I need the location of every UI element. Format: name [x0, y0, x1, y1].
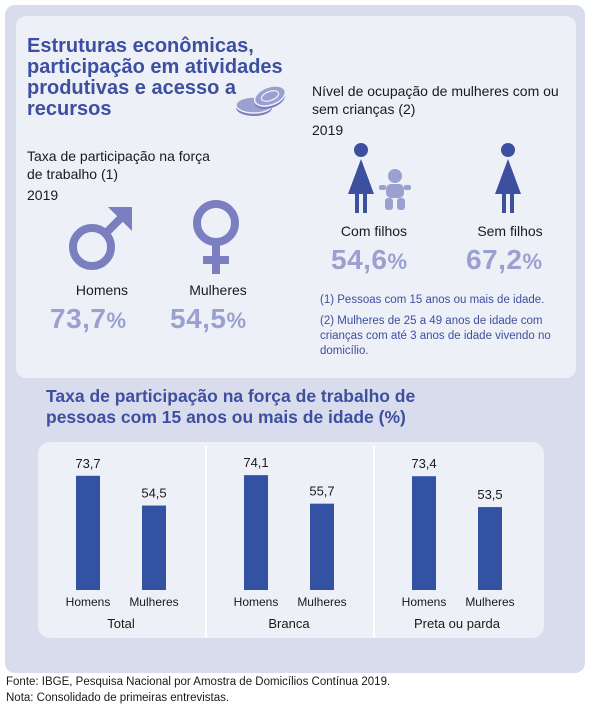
female-symbol-icon [193, 200, 239, 274]
labor-year: 2019 [27, 187, 59, 203]
category-label: Mulheres [465, 595, 514, 609]
group-label: Total [107, 616, 135, 631]
bar [142, 505, 166, 590]
without-children-rate: 67,2% [466, 244, 543, 275]
footnote-2: (2) Mulheres de 25 a 49 anos de idade co… [320, 315, 551, 357]
with-children-label: Com filhos [340, 223, 408, 239]
group-label: Branca [268, 616, 310, 631]
category-label: Homens [66, 595, 111, 609]
summary-panel [16, 16, 576, 378]
data-label: 54,5 [141, 486, 166, 501]
men-rate: 73,7% [50, 303, 127, 334]
data-label: 55,7 [309, 484, 334, 499]
bar [412, 476, 436, 590]
category-label: Mulheres [297, 595, 346, 609]
source-note: Fonte: IBGE, Pesquisa Nacional por Amost… [6, 676, 391, 688]
chart-panel [38, 442, 544, 638]
page-title: Estruturas econômicas, participação em a… [27, 35, 283, 120]
woman-icon [348, 143, 374, 213]
men-label: Homens [75, 282, 129, 298]
women-label: Mulheres [189, 282, 247, 298]
category-label: Homens [234, 595, 279, 609]
coins-icon [235, 85, 287, 116]
category-label: Homens [402, 595, 447, 609]
group-label: Preta ou parda [414, 616, 501, 631]
baby-icon [379, 169, 411, 210]
bar-chart: 73,7 Homens 54,5 Mulheres Total 74,1 Homens 55,… [66, 446, 515, 638]
data-label: 73,4 [411, 456, 436, 471]
woman-icon [495, 143, 521, 213]
data-label: 73,7 [75, 456, 100, 471]
women-rate: 54,5% [170, 303, 247, 334]
category-label: Mulheres [129, 595, 178, 609]
data-label: 74,1 [243, 455, 268, 470]
labor-participation-heading: Taxa de participação na força de trabalh… [27, 148, 210, 182]
occupation-year: 2019 [312, 122, 344, 138]
footnote-1: (1) Pessoas com 15 anos ou mais de idade… [320, 294, 545, 306]
bar [76, 475, 100, 590]
without-children-label: Sem filhos [477, 223, 543, 239]
occupation-heading: Nível de ocupação de mulheres com ou sem… [312, 83, 559, 117]
bar [244, 475, 268, 590]
male-symbol-icon [69, 207, 132, 270]
chart-title: Taxa de participação na força de trabalh… [46, 386, 416, 427]
bar [310, 503, 334, 590]
consolidation-note: Nota: Consolidado de primeiras entrevist… [6, 692, 230, 704]
bar [478, 507, 502, 590]
with-children-rate: 54,6% [331, 244, 408, 275]
data-label: 53,5 [477, 487, 502, 502]
